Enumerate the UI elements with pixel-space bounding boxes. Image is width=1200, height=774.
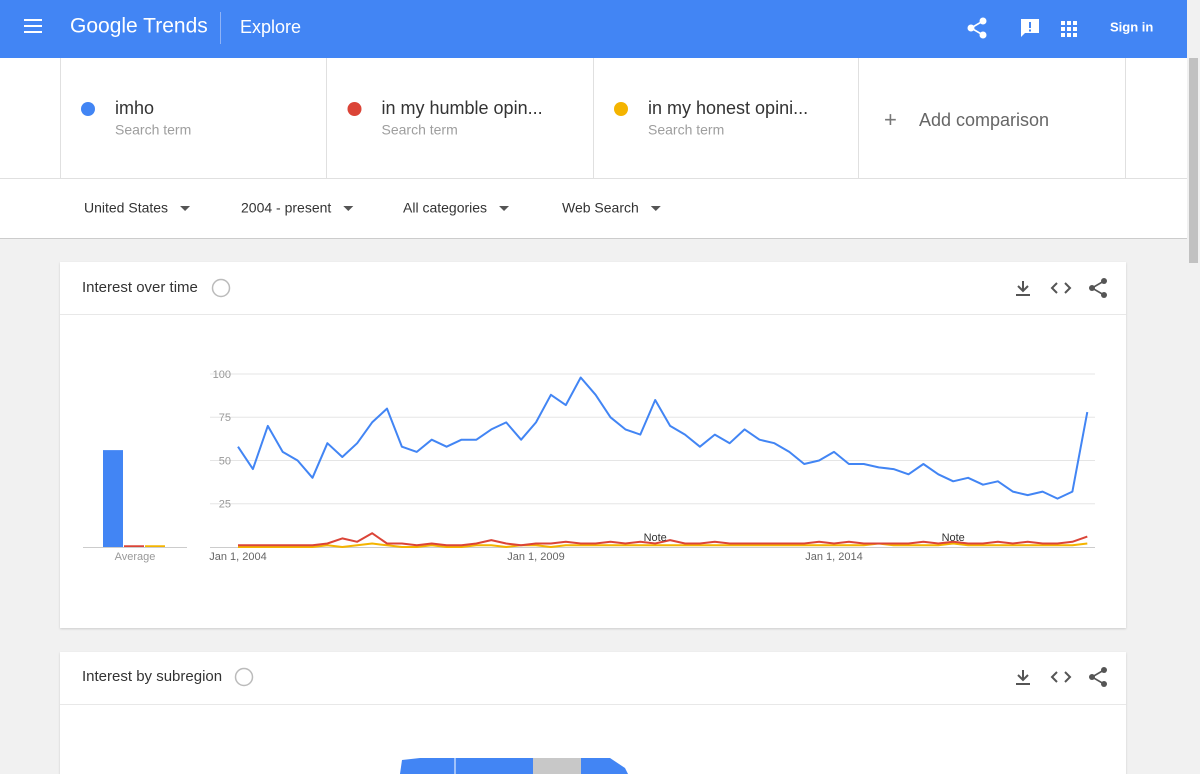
term-name[interactable]: in my honest opini... xyxy=(648,98,808,118)
share-dot xyxy=(1101,278,1107,284)
y-tick-label: 25 xyxy=(219,499,231,511)
series-line xyxy=(238,532,1088,547)
sign-in[interactable]: Sign in xyxy=(1110,19,1153,34)
share-dot xyxy=(1089,674,1095,680)
dropdown-arrow xyxy=(343,206,354,211)
embed-icon[interactable] xyxy=(1050,282,1072,294)
share-dot xyxy=(1101,292,1107,298)
download-icon[interactable] xyxy=(1016,670,1030,685)
y-tick-label: 100 xyxy=(213,369,231,381)
term-subtitle: Search term xyxy=(115,122,191,138)
average-label: Average xyxy=(115,551,156,563)
card-title: Interest by subregion xyxy=(82,668,222,685)
term-dot xyxy=(347,102,362,116)
share-icon[interactable] xyxy=(967,17,987,39)
series-line xyxy=(238,542,1088,548)
scrollbar-thumb[interactable] xyxy=(1189,58,1198,263)
term-name[interactable]: imho xyxy=(115,98,154,118)
map xyxy=(400,758,628,774)
menu-icon[interactable] xyxy=(24,19,42,33)
share-dot xyxy=(1089,285,1095,291)
x-tick-label: Jan 1, 2004 xyxy=(209,551,267,563)
download-icon[interactable] xyxy=(1016,281,1030,296)
term-dividers xyxy=(0,58,1187,239)
average-bar xyxy=(103,450,123,547)
filter[interactable]: Web Search xyxy=(562,200,639,216)
help-icon[interactable] xyxy=(211,278,231,298)
term-subtitle: Search term xyxy=(648,122,724,138)
term-name[interactable]: in my humble opin... xyxy=(382,98,543,118)
logo[interactable]: Google Trends xyxy=(70,15,208,38)
x-tick-label: Jan 1, 2014 xyxy=(805,551,863,563)
help-icon[interactable] xyxy=(234,667,254,687)
divider xyxy=(220,12,221,44)
section-title: Explore xyxy=(240,17,301,37)
term-dot xyxy=(614,102,628,116)
add-comparison[interactable]: Add comparison xyxy=(919,110,1049,130)
y-tick-label: 75 xyxy=(219,412,231,424)
dropdown-arrow xyxy=(499,206,510,211)
average-bar xyxy=(124,545,144,547)
card xyxy=(60,262,1126,628)
annotation[interactable]: Note xyxy=(942,532,965,544)
share-dot xyxy=(1101,667,1107,673)
filter[interactable]: 2004 - present xyxy=(241,200,331,216)
filter[interactable]: United States xyxy=(84,200,168,216)
series-line xyxy=(237,376,1089,500)
x-tick-label: Jan 1, 2009 xyxy=(507,551,565,563)
dropdown-arrow xyxy=(180,206,191,211)
filter[interactable]: All categories xyxy=(403,200,487,216)
embed-icon[interactable] xyxy=(1050,671,1072,683)
apps-icon[interactable] xyxy=(1061,21,1077,37)
dropdown-arrow xyxy=(650,206,661,211)
share-dot xyxy=(1101,681,1107,687)
add-icon: + xyxy=(884,107,897,132)
card-title: Interest over time xyxy=(82,279,198,296)
annotation[interactable]: Note xyxy=(644,532,667,544)
average-bar xyxy=(145,545,165,547)
term-subtitle: Search term xyxy=(382,122,458,138)
feedback-icon[interactable] xyxy=(1021,19,1039,37)
header-bar xyxy=(0,0,1200,58)
y-tick-label: 50 xyxy=(219,455,231,467)
term-dot xyxy=(81,102,95,116)
